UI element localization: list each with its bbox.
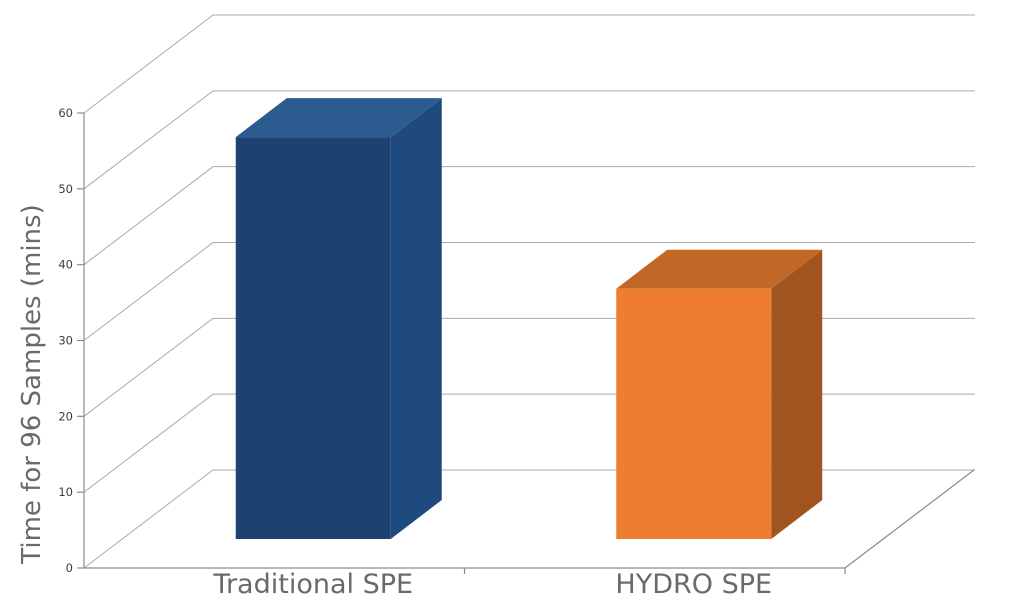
category-label: Traditional SPE <box>212 569 413 600</box>
bar-orange-front-face <box>616 288 772 539</box>
gridline-0 <box>83 469 975 569</box>
y-tick-label: 10 <box>58 485 73 499</box>
y-tick-label: 20 <box>58 409 73 423</box>
y-tick-label: 40 <box>58 258 73 272</box>
bar-orange-top-face <box>616 249 823 289</box>
y-axis-title: Time for 96 Samples (mins) <box>17 204 47 564</box>
gridline-20 <box>83 317 975 417</box>
y-tick-label: 50 <box>58 182 73 196</box>
y-tick-label: 30 <box>58 334 73 348</box>
y-tick-label: 0 <box>66 561 73 575</box>
bar-blue-front-face <box>235 137 391 540</box>
y-tick-label: 60 <box>58 106 73 120</box>
gridline-50 <box>83 90 975 190</box>
gridline-40 <box>83 166 975 266</box>
axis-lines <box>83 113 975 569</box>
gridline-60 <box>83 14 975 114</box>
category-label: HYDRO SPE <box>615 569 772 600</box>
bar-blue-side-face <box>390 98 442 539</box>
gridline-10 <box>83 393 975 493</box>
bar-orange-side-face <box>771 249 823 539</box>
bar-blue-top-face <box>235 98 442 138</box>
gridline-30 <box>83 242 975 341</box>
